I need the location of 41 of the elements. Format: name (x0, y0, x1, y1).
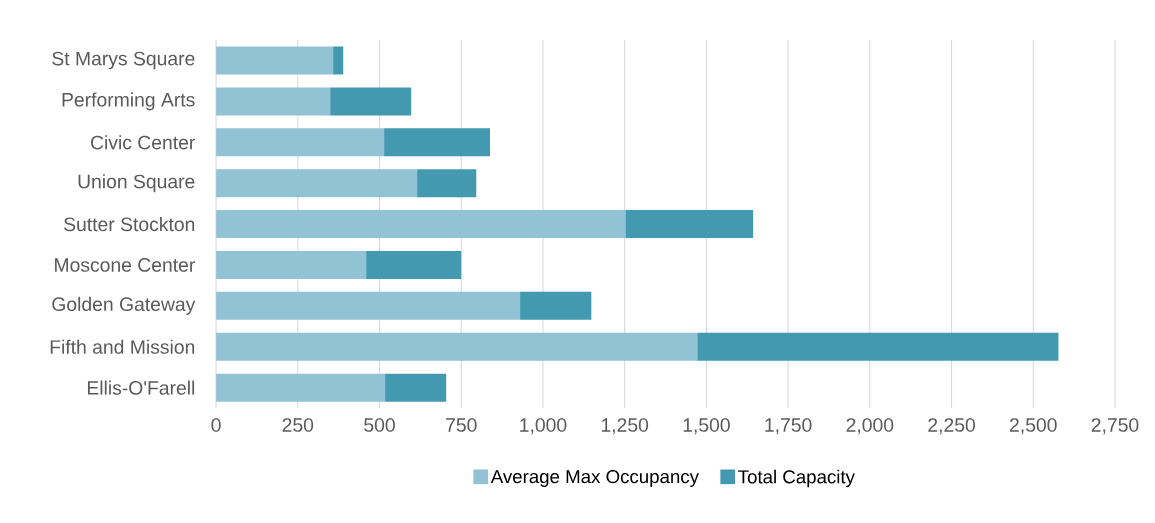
bar (216, 128, 385, 157)
x-tick-label: 2,000 (846, 418, 894, 435)
bar (216, 169, 418, 198)
bar (520, 291, 592, 320)
bar (385, 373, 447, 402)
bar (330, 87, 412, 116)
bar (216, 46, 334, 75)
bar (697, 332, 1059, 361)
x-tick-label: 250 (282, 418, 314, 432)
bar (417, 169, 477, 198)
bar (216, 373, 386, 402)
x-tick-label: 1,750 (765, 418, 812, 435)
y-tick-label: St Marys Square (52, 51, 195, 70)
y-tick-label: Ellis-O'Farell (87, 380, 195, 395)
bar (625, 210, 754, 239)
x-tick-label: 1,500 (683, 418, 730, 435)
bar (384, 128, 490, 157)
y-tick-label: Civic Center (91, 135, 196, 150)
bar (216, 332, 698, 361)
y-tick-label: Golden Gateway (52, 296, 196, 315)
x-tick-label: 2,250 (928, 418, 975, 435)
x-tick-label: 1,000 (520, 418, 567, 435)
y-tick-label: Union Square (78, 174, 195, 193)
bar (216, 251, 367, 280)
x-tick-label: 500 (364, 418, 395, 432)
legend-label: Average Max Occupancy (490, 470, 699, 487)
y-tick-label: Fifth and Mission (50, 339, 195, 354)
x-tick-label: 750 (446, 418, 477, 432)
bar (216, 210, 626, 239)
x-tick-label: 1,250 (601, 418, 649, 435)
bar (366, 251, 462, 280)
y-tick-label: Performing Arts (62, 92, 195, 111)
x-tick-label: 2,500 (1010, 418, 1057, 435)
legend-label: Total Capacity (738, 469, 855, 488)
bar (333, 46, 344, 75)
x-tick-label: 0 (211, 418, 221, 432)
bar (216, 87, 331, 116)
y-tick-label: Sutter Stockton (64, 217, 195, 232)
y-tick-label: Moscone Center (55, 258, 196, 272)
bar (216, 291, 521, 320)
x-tick-label: 2,750 (1091, 418, 1139, 435)
